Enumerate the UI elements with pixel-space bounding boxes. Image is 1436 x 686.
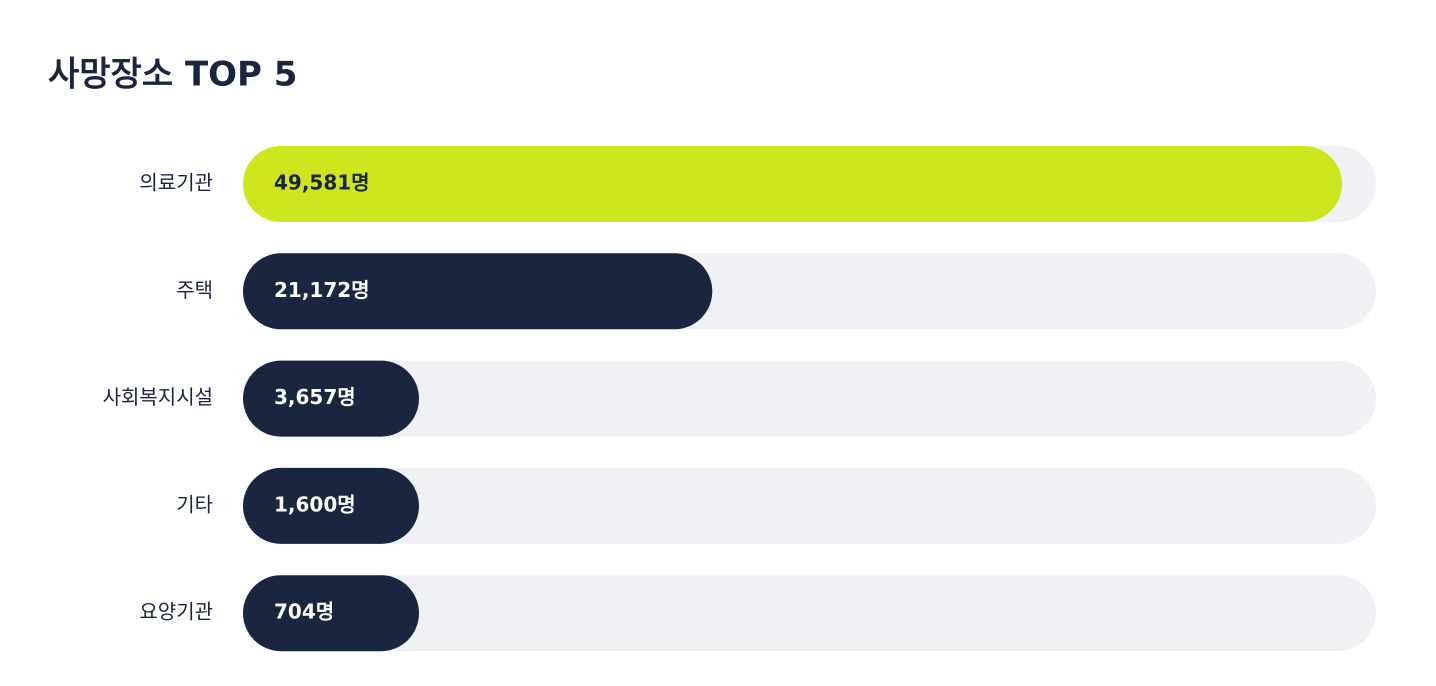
category-label: 주택	[176, 278, 213, 302]
category-label: 기타	[176, 492, 213, 516]
value-label: 21,172명	[274, 278, 370, 302]
bar-track	[243, 467, 1376, 544]
value-label: 49,581명	[274, 171, 370, 195]
bar-track	[243, 575, 1376, 652]
bar-track	[243, 360, 1376, 437]
category-label: 의료기관	[139, 171, 213, 195]
bar	[243, 146, 1343, 222]
category-label: 요양기관	[139, 600, 213, 624]
category-label: 사회복지시설	[103, 385, 213, 409]
value-label: 3,657명	[274, 385, 356, 409]
chart-title: 사망장소 TOP 5	[48, 55, 297, 95]
bar	[243, 467, 419, 544]
value-label: 1,600명	[274, 492, 356, 516]
value-label: 704명	[274, 600, 334, 624]
bar	[243, 360, 419, 437]
bar	[243, 253, 713, 330]
bar	[243, 575, 419, 652]
